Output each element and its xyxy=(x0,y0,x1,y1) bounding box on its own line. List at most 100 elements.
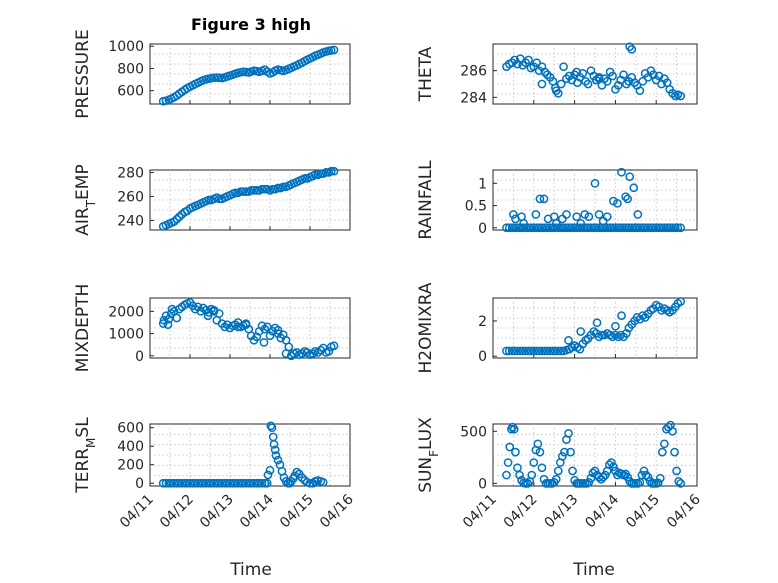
data-point xyxy=(578,68,588,78)
data-point xyxy=(534,346,544,356)
data-point xyxy=(622,223,631,233)
data-point xyxy=(613,80,623,90)
data-point xyxy=(623,194,632,204)
data-point xyxy=(241,319,251,328)
data-point xyxy=(513,223,522,233)
data-point xyxy=(509,424,519,434)
data-point xyxy=(203,311,213,321)
plot-area-theta xyxy=(492,43,698,105)
data-point xyxy=(594,210,604,219)
y-axis-label-h2omixra: H2OMIXRA xyxy=(416,282,436,373)
y-axis-label-mixdepth: MIXDEPTH xyxy=(73,284,93,373)
data-series-air-temp xyxy=(158,166,339,231)
data-point xyxy=(167,304,177,314)
data-point xyxy=(581,76,590,86)
data-point xyxy=(534,223,544,233)
data-point xyxy=(605,223,615,233)
data-series-pressure xyxy=(158,45,339,106)
data-point xyxy=(551,474,561,484)
data-point xyxy=(521,346,530,356)
data-point xyxy=(540,223,550,233)
data-point xyxy=(583,79,593,89)
data-point xyxy=(169,478,179,488)
data-point xyxy=(254,478,264,488)
data-point xyxy=(214,194,224,204)
data-point xyxy=(562,210,571,219)
y-tick-label: 286 xyxy=(460,64,487,80)
data-point xyxy=(670,447,679,457)
data-point xyxy=(660,439,669,449)
data-point xyxy=(537,463,547,473)
y-tick-label: 2 xyxy=(478,314,487,330)
data-point xyxy=(545,346,555,356)
data-point xyxy=(262,478,272,488)
y-axis-label-sun-flux: SUNFLUX xyxy=(416,417,441,493)
data-point xyxy=(537,79,547,89)
data-point xyxy=(604,460,614,469)
data-point xyxy=(564,223,574,233)
y-tick-label: 0 xyxy=(135,349,144,365)
data-point xyxy=(292,348,302,357)
data-point xyxy=(597,330,607,340)
data-point xyxy=(161,478,171,488)
data-point xyxy=(316,345,326,355)
data-point xyxy=(523,479,533,488)
data-point xyxy=(640,223,650,233)
data-point xyxy=(589,223,599,233)
data-point xyxy=(542,223,552,233)
data-point xyxy=(600,470,610,480)
data-point xyxy=(598,472,608,482)
data-point xyxy=(209,478,219,488)
data-point xyxy=(270,445,280,455)
data-point xyxy=(278,182,288,192)
data-point xyxy=(657,447,667,457)
data-point xyxy=(158,478,168,488)
data-series-rainfall xyxy=(502,167,686,233)
data-point xyxy=(535,447,545,457)
data-point xyxy=(329,166,339,176)
data-point xyxy=(535,194,545,204)
data-point xyxy=(524,346,533,356)
data-point xyxy=(511,447,520,457)
data-series-theta xyxy=(502,42,686,101)
data-point xyxy=(630,78,639,88)
data-point xyxy=(627,223,637,233)
y-tick-label: 284 xyxy=(460,90,487,106)
data-point xyxy=(570,341,579,350)
y-tick-label: 400 xyxy=(117,439,144,455)
data-point xyxy=(321,168,331,177)
data-point xyxy=(503,458,513,467)
data-point xyxy=(576,327,586,336)
subplot-pressure: 600 800 1000 PRESSURE xyxy=(73,29,351,119)
data-point xyxy=(556,346,566,356)
data-point xyxy=(318,477,328,487)
data-point xyxy=(613,470,622,480)
data-point xyxy=(238,187,248,196)
data-point xyxy=(648,223,658,233)
data-point xyxy=(564,336,573,345)
data-point xyxy=(576,218,586,228)
y-tick-label: 600 xyxy=(117,421,144,437)
data-point xyxy=(584,212,594,222)
data-point xyxy=(326,166,336,176)
data-point xyxy=(632,223,642,233)
data-point xyxy=(273,183,283,193)
data-point xyxy=(257,184,267,194)
data-point xyxy=(542,346,552,356)
data-point xyxy=(508,422,517,432)
y-tick-label: 1000 xyxy=(108,327,144,343)
data-point xyxy=(617,311,626,320)
data-point xyxy=(556,79,566,89)
data-point xyxy=(616,223,626,233)
data-point xyxy=(672,466,681,476)
data-point xyxy=(269,440,279,449)
data-point xyxy=(214,478,224,488)
data-point xyxy=(673,223,683,233)
data-point xyxy=(233,322,243,332)
data-point xyxy=(190,478,200,488)
subplot-h2omixra: 0 2 H2OMIXRA xyxy=(416,282,698,374)
y-axis-label-air-temp: AIRTEMP xyxy=(73,164,98,235)
data-point xyxy=(660,223,669,233)
data-point xyxy=(209,73,219,83)
